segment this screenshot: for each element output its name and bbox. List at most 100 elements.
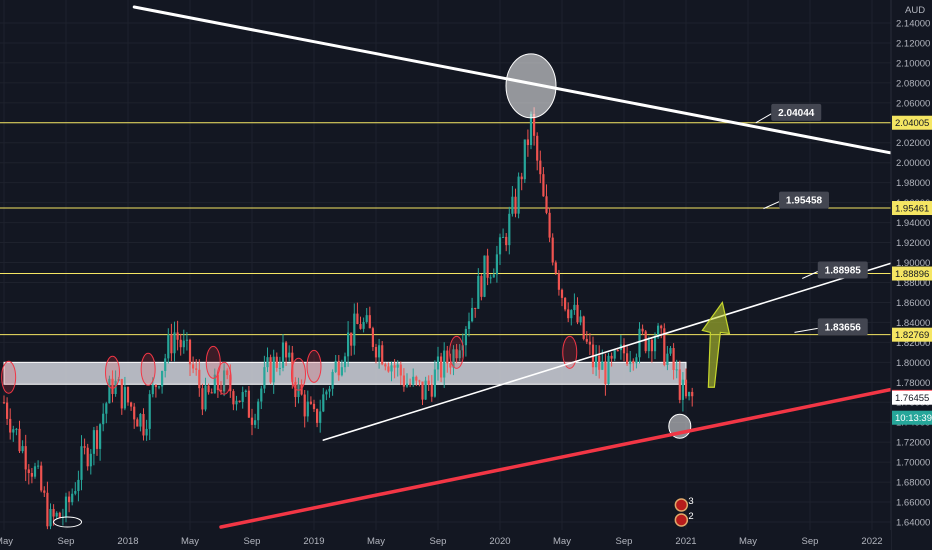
candle-body <box>210 392 213 394</box>
candle-body <box>415 376 418 381</box>
candle-body <box>514 196 517 214</box>
candle-body <box>77 479 80 492</box>
candle-body <box>666 353 669 365</box>
callout-box <box>817 261 868 279</box>
candle-body <box>409 383 412 385</box>
candle-body <box>179 339 182 348</box>
candle-body <box>598 355 601 370</box>
candle-body <box>622 344 626 354</box>
candle-body <box>213 374 216 394</box>
candle-body <box>55 512 58 517</box>
red-oval <box>105 355 120 389</box>
candle-body <box>396 364 399 368</box>
candle-body <box>30 473 33 477</box>
candle-body <box>560 289 564 298</box>
candle-body <box>43 490 46 493</box>
time-tick-label: 2019 <box>303 536 324 547</box>
candle-body <box>551 237 554 263</box>
candle-body <box>154 384 157 388</box>
event-count: 3 <box>688 496 693 507</box>
candle-body <box>368 315 371 329</box>
currency-label: AUD <box>905 5 925 16</box>
event-marker-icon <box>674 498 689 512</box>
candle-body <box>257 401 260 421</box>
candle-body <box>278 367 281 369</box>
candle-body <box>322 394 325 412</box>
candle-body <box>223 370 226 392</box>
candle-body <box>164 358 167 371</box>
price-tick-label: 2.00000 <box>896 158 930 169</box>
candle-body <box>2 402 6 404</box>
candle-body <box>430 384 433 397</box>
highlight-ovals <box>1 53 692 528</box>
candle-body <box>604 361 607 385</box>
candle-body <box>331 371 334 389</box>
candle-body <box>455 349 458 359</box>
time-tick-label: 2020 <box>489 536 510 547</box>
candle-body <box>182 340 185 348</box>
candle-body <box>554 262 557 274</box>
candle-body <box>188 339 192 365</box>
level-tag-label: 2.04005 <box>895 118 929 129</box>
price-tick-label: 2.02000 <box>896 138 930 149</box>
candle-body <box>557 273 560 290</box>
time-tick-label: Sep <box>616 536 633 547</box>
price-tick-label: 1.68000 <box>896 478 930 489</box>
candle-body <box>378 345 381 358</box>
candle-body <box>80 446 83 480</box>
time-axis[interactable] <box>0 530 891 550</box>
price-tick-label: 1.82000 <box>896 338 930 349</box>
time-tick-label: 2021 <box>675 536 696 547</box>
candle-body <box>40 465 43 491</box>
candle-body <box>489 277 492 279</box>
level-tag <box>892 201 932 216</box>
candle-body <box>33 466 37 477</box>
time-tick-label: May <box>553 536 571 547</box>
candle-body <box>309 401 312 404</box>
candle-body <box>548 212 551 238</box>
candle-body <box>269 357 272 383</box>
candle-body <box>616 350 619 352</box>
candle-body <box>564 297 567 310</box>
candle-body <box>650 339 653 352</box>
time-tick-label: May <box>367 536 385 547</box>
candle-body <box>312 403 316 410</box>
candle-body <box>216 374 219 391</box>
red-oval <box>291 357 306 391</box>
time-tick-label: Sep <box>802 536 819 547</box>
candle-body <box>647 339 650 352</box>
candle-body <box>340 367 343 376</box>
candle-body <box>136 419 139 427</box>
price-tick-label: 1.92000 <box>896 238 930 249</box>
callout-leader <box>794 327 818 333</box>
candle-body <box>120 379 123 409</box>
candle-body <box>46 492 49 527</box>
price-tick-label: 1.64000 <box>896 518 930 529</box>
candle-body <box>502 236 505 238</box>
candle-body <box>263 367 266 389</box>
candle-body <box>24 446 27 470</box>
candle-body <box>68 496 71 503</box>
candle-body <box>371 328 374 348</box>
candle-body <box>232 391 235 405</box>
candle-body <box>71 493 74 503</box>
candle-body <box>142 414 145 436</box>
candle-body <box>449 363 452 368</box>
candle-body <box>660 325 663 329</box>
candle-body <box>198 369 201 389</box>
candle-body <box>254 420 257 425</box>
trend-line <box>132 5 928 162</box>
candle-body <box>337 360 340 376</box>
candle-body <box>347 332 350 357</box>
candle-body <box>6 402 9 419</box>
candle-body <box>638 328 641 358</box>
candle-body <box>303 394 306 417</box>
candle-body <box>192 364 195 369</box>
candle-body <box>145 428 148 436</box>
candle-body <box>21 446 24 452</box>
candle-body <box>526 139 529 146</box>
price-tag <box>892 390 932 405</box>
red-oval <box>140 352 156 386</box>
level-tag-label: 1.82769 <box>895 330 929 341</box>
